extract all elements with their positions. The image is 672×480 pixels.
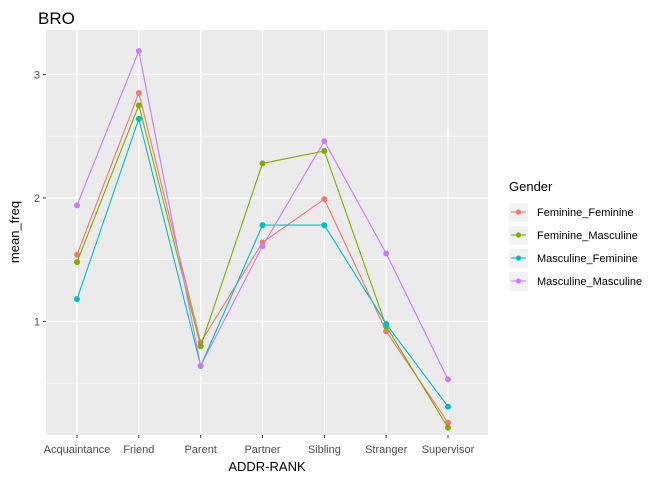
data-point bbox=[445, 424, 451, 431]
data-point bbox=[321, 148, 328, 155]
legend-label: Feminine_Masculine bbox=[537, 230, 638, 242]
x-tick-label: Stranger bbox=[365, 444, 408, 456]
y-tick-label: 2 bbox=[34, 193, 40, 205]
data-point bbox=[383, 250, 390, 257]
x-tick-label: Partner bbox=[244, 444, 280, 456]
data-point bbox=[135, 115, 142, 122]
legend-key-point bbox=[515, 255, 522, 261]
data-point bbox=[135, 102, 142, 109]
data-point bbox=[74, 251, 80, 258]
plot-panel bbox=[46, 30, 488, 435]
legend-key-point bbox=[515, 209, 522, 215]
data-point bbox=[74, 202, 80, 209]
data-point bbox=[74, 259, 80, 266]
x-tick-label: Acquaintance bbox=[44, 444, 111, 456]
x-tick-label: Sibling bbox=[308, 444, 341, 456]
x-tick-label: Supervisor bbox=[422, 444, 475, 456]
data-point bbox=[321, 196, 328, 203]
y-axis-label: mean_freq bbox=[7, 201, 22, 263]
data-point bbox=[445, 403, 451, 410]
legend-item: Feminine_Feminine bbox=[509, 203, 634, 222]
data-point bbox=[259, 222, 266, 229]
series-layer bbox=[74, 47, 451, 431]
legend-key-point bbox=[515, 278, 522, 284]
axis-layer: 1 2 3 Acquaintance Friend Parent Partner Siblin… bbox=[34, 69, 475, 456]
data-point bbox=[74, 296, 80, 303]
legend-label: Feminine_Feminine bbox=[537, 207, 634, 219]
y-tick-label: 1 bbox=[34, 316, 40, 328]
legend-key-point bbox=[515, 232, 522, 238]
data-point bbox=[259, 160, 266, 167]
x-tick-label: Parent bbox=[184, 444, 216, 456]
data-point bbox=[197, 343, 204, 350]
data-point bbox=[135, 47, 142, 54]
data-point bbox=[445, 376, 451, 383]
data-point bbox=[383, 328, 390, 335]
series-masculine-masculine bbox=[74, 47, 451, 383]
x-tick-label: Friend bbox=[123, 444, 154, 456]
data-point bbox=[135, 89, 142, 96]
data-point bbox=[197, 362, 204, 369]
y-tick-label: 3 bbox=[34, 69, 40, 81]
data-point bbox=[321, 222, 328, 229]
data-point bbox=[383, 320, 390, 327]
series-masculine-feminine bbox=[74, 115, 451, 410]
legend-label: Masculine_Feminine bbox=[537, 253, 638, 265]
x-axis-label: ADDR-RANK bbox=[228, 459, 306, 474]
data-point bbox=[321, 138, 328, 145]
legend-item: Masculine_Feminine bbox=[509, 249, 638, 268]
legend-title: Gender bbox=[509, 179, 553, 194]
legend-item: Masculine_Masculine bbox=[509, 272, 642, 291]
data-point bbox=[259, 243, 266, 250]
legend-item: Feminine_Masculine bbox=[509, 226, 638, 245]
chart-title: BRO bbox=[38, 9, 75, 28]
grid bbox=[46, 30, 488, 435]
legend-label: Masculine_Masculine bbox=[537, 276, 642, 288]
legend: Gender Feminine_Feminine Feminine_Masculi… bbox=[509, 179, 642, 291]
